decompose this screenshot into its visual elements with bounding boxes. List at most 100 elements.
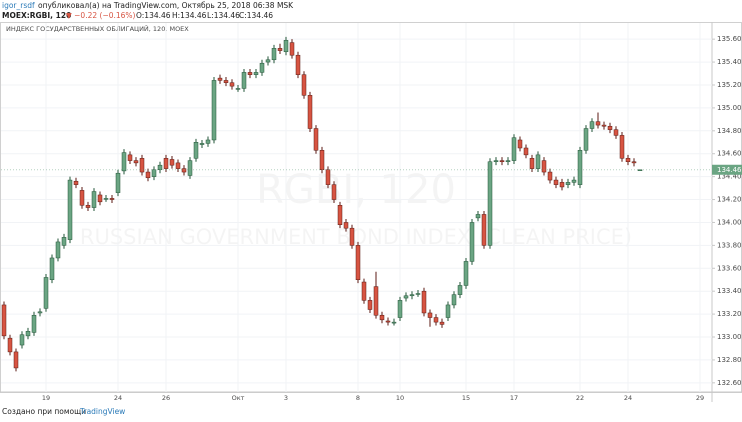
candle-body — [385, 320, 391, 323]
x-tick-label: 22 — [576, 394, 584, 402]
candle-body — [343, 222, 349, 229]
candle-body — [163, 158, 169, 169]
candle-body — [7, 337, 13, 353]
candle-body — [139, 158, 145, 173]
candle-body — [589, 121, 595, 129]
candle-body — [619, 135, 625, 159]
candle-body — [397, 300, 403, 318]
symbol: MOEX:RGBI, 120 — [2, 11, 71, 20]
candle-body — [583, 128, 589, 151]
candle-body — [193, 142, 199, 159]
candle-body — [301, 74, 307, 96]
candle-body — [229, 82, 235, 87]
candle-body — [427, 312, 433, 318]
candle-body — [145, 171, 151, 179]
candle-body — [169, 159, 175, 166]
y-tick-label: 133.40 — [717, 287, 742, 295]
x-tick-label: 3 — [284, 394, 288, 402]
y-tick-label: 132.60 — [717, 379, 742, 387]
candle-body — [1, 304, 7, 337]
watermark: RGBI, 120 — [256, 167, 456, 213]
candle-body — [271, 48, 277, 61]
candle-body — [259, 62, 265, 73]
candle-body — [235, 88, 241, 90]
candle-body — [91, 191, 97, 208]
candle-body — [319, 150, 325, 171]
candle-body — [109, 198, 115, 200]
candle-body — [49, 257, 55, 280]
candle-body — [121, 152, 127, 172]
x-tick-label: 29 — [696, 394, 704, 402]
candle-body — [457, 285, 463, 295]
candle-body — [577, 150, 583, 185]
candle-body — [439, 321, 445, 325]
candle-body — [253, 72, 259, 75]
candle-body — [607, 125, 613, 130]
y-tick-label: 135.60 — [717, 35, 742, 43]
candle-body — [553, 179, 559, 185]
y-tick-label: 134.00 — [717, 218, 742, 226]
candle-body — [325, 169, 331, 185]
candle-body — [517, 139, 523, 149]
candle-body — [157, 164, 163, 171]
candle-body — [355, 245, 361, 280]
candle-body — [499, 160, 505, 162]
candle-body — [247, 72, 253, 75]
y-tick-label: 134.60 — [717, 150, 742, 158]
candle-body — [349, 227, 355, 246]
x-tick-label: 17 — [510, 394, 518, 402]
candle-body — [133, 160, 139, 164]
candle-body — [175, 162, 181, 169]
candle-body — [55, 241, 61, 259]
candle-body — [445, 304, 451, 318]
candle-body — [595, 121, 601, 126]
candle-body — [523, 147, 529, 156]
y-tick-label: 134.20 — [717, 196, 742, 204]
x-tick-label: Окт — [232, 394, 245, 402]
legend-high: H:134.46 — [172, 11, 207, 20]
candle-body — [283, 40, 289, 53]
candle-body — [187, 160, 193, 176]
footer-text: Создано при помощи — [2, 407, 86, 416]
candle-body — [451, 294, 457, 306]
y-tick-label: 132.80 — [717, 356, 742, 364]
candle-body — [223, 80, 229, 83]
candle-body — [505, 160, 511, 162]
y-tick-label: 135.40 — [717, 58, 742, 66]
candle-body — [31, 314, 37, 333]
candle-body — [313, 128, 319, 151]
candle-body — [151, 169, 157, 177]
candle-body — [241, 72, 247, 89]
candle-body — [217, 77, 223, 81]
x-tick-label: 24 — [624, 394, 632, 402]
last-price-box — [712, 164, 742, 175]
candle-body — [625, 158, 631, 162]
candle-body — [265, 59, 271, 63]
candle-body — [331, 184, 337, 200]
candle-body — [13, 351, 19, 369]
candle-body — [361, 281, 367, 301]
candle-body — [115, 172, 121, 193]
change: ▼ −0.22 (−0.16%) — [66, 11, 136, 20]
candle-body — [295, 54, 301, 75]
candle-body — [403, 295, 409, 299]
published: опубликовал(а) на TradingView.com, Октяб… — [38, 1, 294, 10]
candle-body — [511, 137, 517, 161]
candle-body — [205, 139, 211, 144]
author-link[interactable]: igor_rsdf — [2, 1, 35, 10]
candle-body — [481, 214, 487, 246]
candle-body — [43, 277, 49, 309]
candle-body — [565, 182, 571, 185]
y-tick-label: 133.60 — [717, 264, 742, 272]
footer-brand[interactable]: TradingView — [79, 407, 125, 416]
candle-body — [337, 205, 343, 225]
y-tick-label: 135.20 — [717, 81, 742, 89]
candle-body — [529, 158, 535, 169]
candle-body — [67, 179, 73, 240]
candle-body — [97, 194, 103, 203]
legend-low: L:134.46 — [207, 11, 240, 20]
last-price-label: 134.46 — [717, 166, 742, 174]
candle-body — [433, 317, 439, 323]
candle-body — [613, 129, 619, 136]
candle-body — [289, 42, 295, 56]
